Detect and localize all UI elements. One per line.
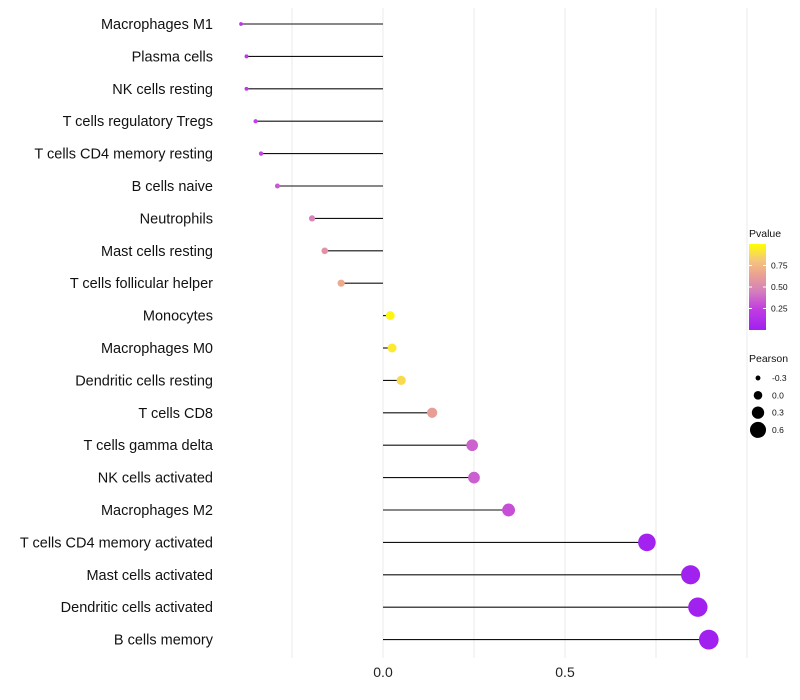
category-label-t-cells-cd4-memory-activated: T cells CD4 memory activated — [20, 535, 213, 551]
category-label-macrophages-m0: Macrophages M0 — [101, 341, 213, 357]
legend-pearson-dot-0_6 — [749, 421, 767, 438]
point-mast-cells-resting — [321, 247, 329, 255]
x-tick-label-0_5: 0.5 — [555, 664, 575, 680]
point-t-cells-regulatory-tregs — [253, 119, 258, 124]
legend-pvalue-label-0_25: 0.25 — [771, 304, 788, 314]
category-label-nk-cells-resting: NK cells resting — [112, 82, 213, 98]
lollipop-stems — [241, 23, 709, 641]
legend-pvalue-label-0_75: 0.75 — [771, 261, 788, 271]
legend-pearson-label-0_0: 0.0 — [772, 390, 784, 400]
legend-pearson-title: Pearson — [749, 353, 788, 365]
category-labels: Macrophages M1 Plasma cells NK cells resti… — [20, 17, 214, 649]
category-label-dendritic-cells-resting: Dendritic cells resting — [75, 373, 213, 389]
legend-pearson-label-0_6: 0.6 — [772, 425, 784, 435]
point-neutrophils — [308, 215, 316, 222]
point-mast-cells-activated — [681, 565, 701, 585]
category-label-plasma-cells: Plasma cells — [132, 49, 213, 65]
category-label-mast-cells-activated: Mast cells activated — [86, 568, 213, 584]
category-label-dendritic-cells-activated: Dendritic cells activated — [61, 600, 213, 616]
legend-pvalue-label-0_50: 0.50 — [771, 282, 788, 292]
category-label-t-cells-cd8: T cells CD8 — [138, 406, 213, 422]
category-label-monocytes: Monocytes — [143, 309, 213, 325]
point-nk-cells-activated — [468, 471, 480, 484]
point-b-cells-naive — [274, 183, 280, 189]
point-plasma-cells — [244, 54, 249, 59]
legend-pvalue-title: Pvalue — [749, 228, 781, 240]
category-label-b-cells-memory: B cells memory — [114, 633, 214, 649]
category-label-t-cells-follicular-helper: T cells follicular helper — [70, 276, 213, 292]
legend-pearson-label-neg0_3: -0.3 — [772, 373, 787, 383]
x-tick-label-0_0: 0.0 — [373, 664, 393, 680]
legend-pearson-dot-0_0 — [753, 391, 763, 400]
category-label-macrophages-m1: Macrophages M1 — [101, 17, 213, 33]
category-label-t-cells-gamma-delta: T cells gamma delta — [84, 438, 214, 454]
category-label-mast-cells-resting: Mast cells resting — [101, 244, 213, 260]
lollipop-points — [239, 22, 719, 650]
category-label-nk-cells-activated: NK cells activated — [98, 471, 213, 487]
legend-pearson-dot-neg0_3 — [755, 375, 761, 381]
point-macrophages-m2 — [502, 503, 516, 517]
category-label-b-cells-naive: B cells naive — [132, 179, 213, 195]
point-monocytes — [385, 311, 395, 321]
legend: Pvalue 0.25 0.50 0.75 Pearson -0.3 0.0 0.3 0.6 — [749, 228, 788, 438]
category-label-t-cells-cd4-memory-resting: T cells CD4 memory resting — [34, 147, 213, 163]
category-label-neutrophils: Neutrophils — [140, 211, 213, 227]
point-nk-cells-resting — [244, 86, 249, 91]
point-t-cells-cd4-memory-activated — [638, 533, 656, 552]
point-dendritic-cells-activated — [688, 597, 708, 617]
point-macrophages-m1 — [239, 22, 243, 26]
point-t-cells-cd4-memory-resting — [258, 151, 264, 156]
x-axis-ticks: 0.0 0.5 — [373, 664, 575, 680]
point-t-cells-follicular-helper — [337, 279, 345, 287]
legend-pvalue-colorbar — [749, 244, 766, 330]
point-t-cells-gamma-delta — [466, 439, 478, 452]
category-label-macrophages-m2: Macrophages M2 — [101, 503, 213, 519]
legend-pearson-dot-0_3 — [751, 406, 765, 419]
point-t-cells-cd8 — [427, 407, 438, 418]
category-label-t-cells-regulatory-tregs: T cells regulatory Tregs — [63, 114, 213, 130]
point-dendritic-cells-resting — [396, 375, 406, 386]
point-macrophages-m0 — [387, 343, 397, 353]
legend-pearson-label-0_3: 0.3 — [772, 408, 784, 418]
point-b-cells-memory — [698, 629, 719, 650]
grid-lines — [291, 8, 748, 658]
